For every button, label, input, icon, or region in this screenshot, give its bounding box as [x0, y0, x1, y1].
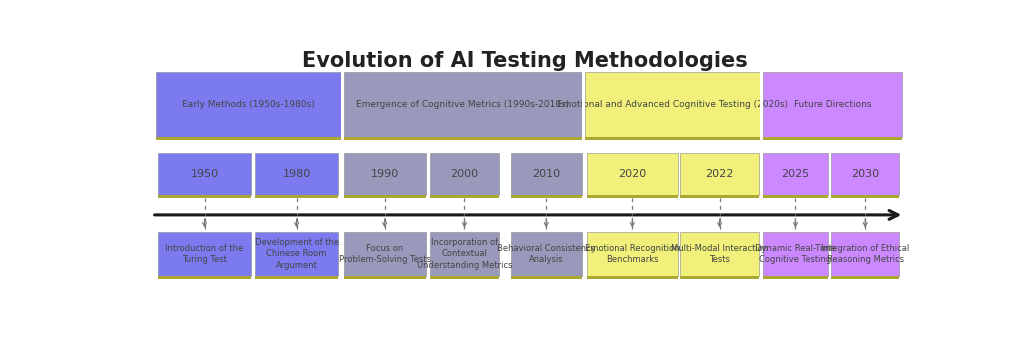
Bar	[831, 276, 899, 279]
Bar	[158, 232, 251, 276]
Text: Future Directions: Future Directions	[794, 100, 871, 109]
Text: Early Methods (1950s-1980s): Early Methods (1950s-1980s)	[182, 100, 314, 109]
Bar	[511, 195, 582, 198]
Bar	[344, 276, 426, 279]
Bar	[158, 153, 251, 195]
Bar	[430, 276, 500, 279]
Text: 1980: 1980	[283, 169, 310, 179]
Bar	[344, 137, 582, 140]
Bar	[585, 137, 761, 140]
Text: 1950: 1950	[190, 169, 219, 179]
Bar	[763, 72, 902, 137]
Bar	[763, 137, 902, 140]
Bar	[344, 195, 426, 198]
Bar	[761, 72, 763, 140]
Bar	[255, 276, 338, 279]
Text: Emotional and Advanced Cognitive Testing (2020s): Emotional and Advanced Cognitive Testing…	[557, 100, 788, 109]
Bar	[680, 232, 759, 276]
Text: Development of the
Chinese Room
Argument: Development of the Chinese Room Argument	[255, 238, 339, 270]
Text: 2010: 2010	[532, 169, 560, 179]
Bar	[430, 153, 500, 195]
Bar	[831, 153, 899, 195]
Text: Dynamic Real-Time
Cognitive Testing: Dynamic Real-Time Cognitive Testing	[755, 244, 836, 264]
Bar	[158, 276, 251, 279]
Bar	[763, 153, 828, 195]
Text: 2020: 2020	[618, 169, 646, 179]
Bar	[344, 153, 426, 195]
Bar	[831, 232, 899, 276]
Text: Introduction of the
Turing Test: Introduction of the Turing Test	[166, 244, 244, 264]
Bar	[582, 72, 585, 140]
Bar	[158, 195, 251, 198]
Text: Incorporation of
Contextual
Understanding Metrics: Incorporation of Contextual Understandin…	[417, 238, 512, 270]
Bar	[255, 153, 338, 195]
Text: Focus on
Problem-Solving Tests: Focus on Problem-Solving Tests	[339, 244, 431, 264]
Text: Emotional Recognition
Benchmarks: Emotional Recognition Benchmarks	[585, 244, 680, 264]
Text: 2022: 2022	[706, 169, 734, 179]
Bar	[511, 276, 582, 279]
Bar	[763, 276, 828, 279]
Bar	[511, 153, 582, 195]
Text: Emergence of Cognitive Metrics (1990s-2010s): Emergence of Cognitive Metrics (1990s-20…	[356, 100, 569, 109]
Bar	[255, 195, 338, 198]
Bar	[341, 72, 344, 140]
Bar	[831, 195, 899, 198]
Text: 1990: 1990	[371, 169, 399, 179]
Bar	[430, 232, 500, 276]
Bar	[344, 72, 582, 137]
Bar	[587, 232, 678, 276]
Text: Multi-Modal Interaction
Tests: Multi-Modal Interaction Tests	[671, 244, 768, 264]
Text: Evolution of AI Testing Methodologies: Evolution of AI Testing Methodologies	[302, 51, 748, 71]
Bar	[430, 195, 500, 198]
Bar	[680, 153, 759, 195]
Bar	[156, 137, 341, 140]
Text: Integration of Ethical
Reasoning Metrics: Integration of Ethical Reasoning Metrics	[821, 244, 909, 264]
Bar	[680, 276, 759, 279]
Bar	[680, 195, 759, 198]
Bar	[344, 232, 426, 276]
Text: 2000: 2000	[451, 169, 478, 179]
Bar	[156, 72, 341, 137]
Bar	[585, 72, 761, 137]
Bar	[587, 276, 678, 279]
Bar	[255, 232, 338, 276]
Text: 2025: 2025	[781, 169, 810, 179]
Bar	[587, 195, 678, 198]
Bar	[763, 195, 828, 198]
Bar	[511, 232, 582, 276]
Bar	[587, 153, 678, 195]
Bar	[763, 232, 828, 276]
Text: Behavioral Consistency
Analysis: Behavioral Consistency Analysis	[497, 244, 596, 264]
Text: 2030: 2030	[851, 169, 880, 179]
